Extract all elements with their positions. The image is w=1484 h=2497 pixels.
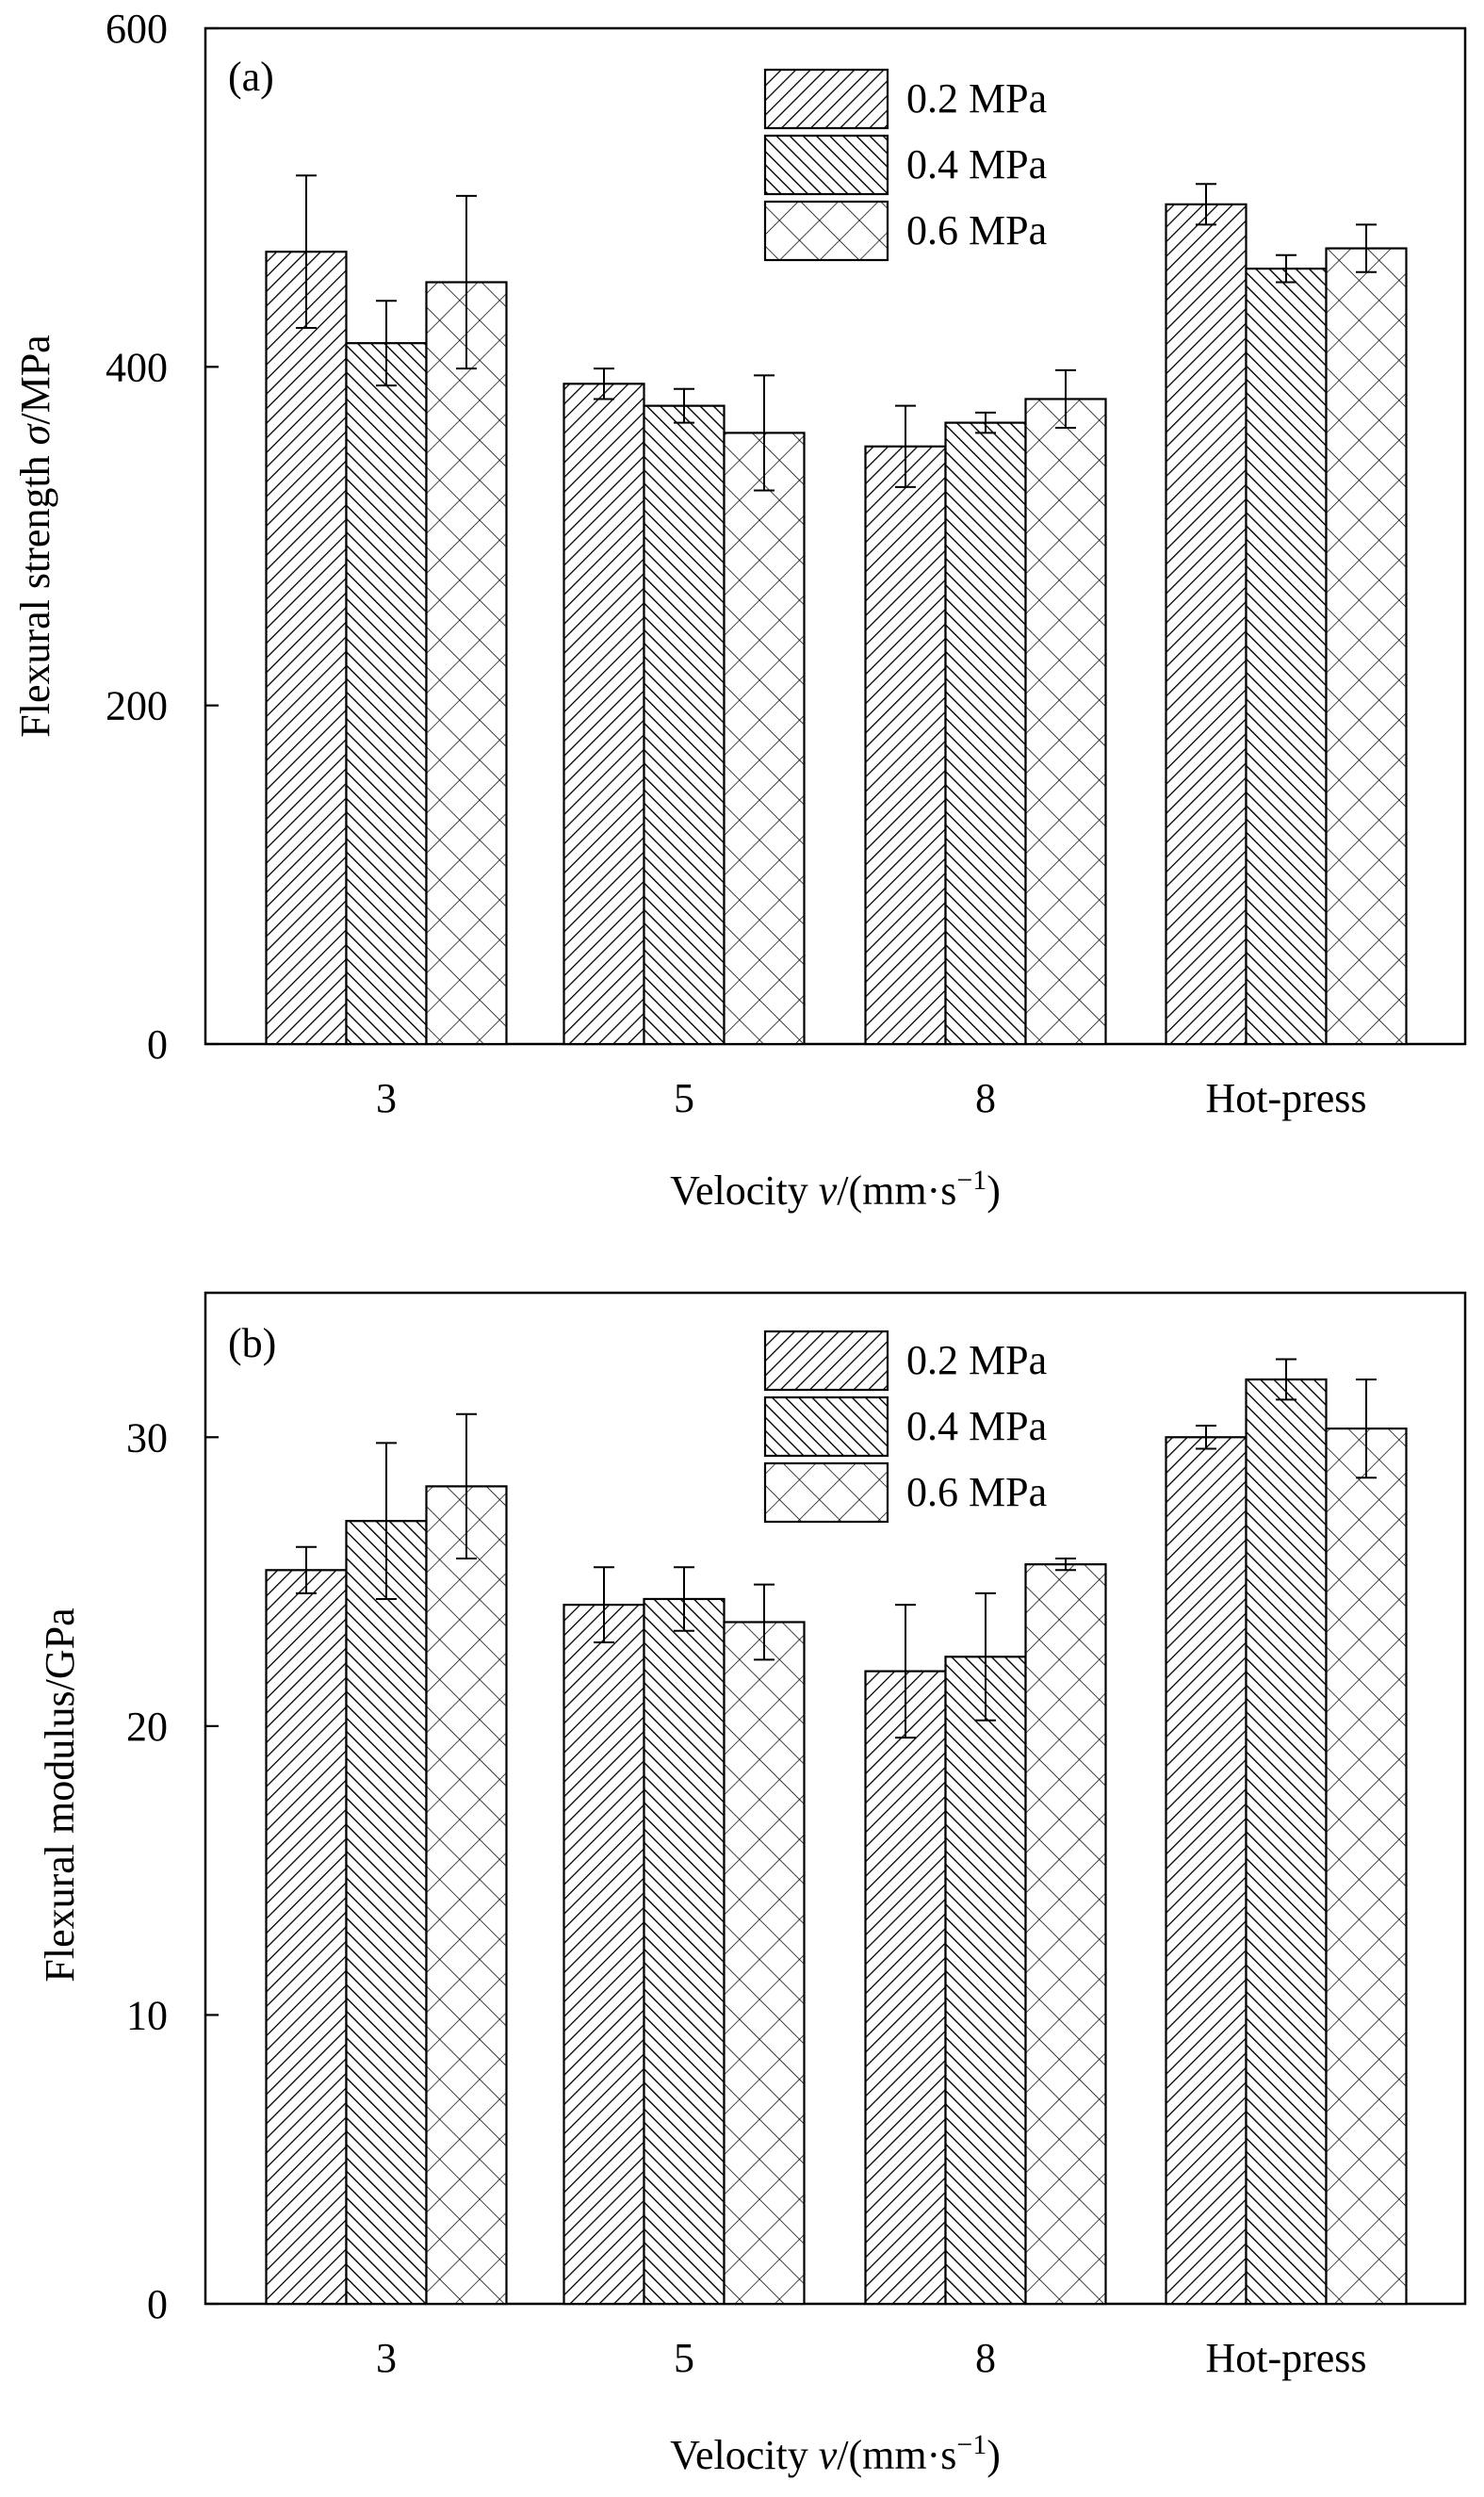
plot-frame xyxy=(204,1291,1467,2306)
bar-diag-left xyxy=(643,1597,726,2306)
bar-diag-left xyxy=(345,1520,428,2306)
x-tick-label: 5 xyxy=(674,2335,694,2381)
bar-diag-right xyxy=(265,251,348,1046)
bar-diag-right xyxy=(864,445,947,1046)
x-tick-label: 5 xyxy=(674,1075,694,1121)
bar-cross xyxy=(1024,398,1107,1046)
bar-diag-right xyxy=(1165,1436,1248,2306)
bar-cross xyxy=(425,281,508,1046)
y-tick-label: 30 xyxy=(126,1414,168,1461)
bar-cross xyxy=(425,1485,508,2306)
bar-cross xyxy=(1325,1427,1408,2306)
bar-cross xyxy=(723,1621,806,2306)
legend-label: 0.2 MPa xyxy=(906,1337,1047,1383)
x-axis-label: Velocity v/(mm·s−1) xyxy=(670,2429,1001,2478)
legend-label: 0.4 MPa xyxy=(906,1403,1047,1449)
legend-swatch xyxy=(763,1330,889,1392)
bar-diag-right xyxy=(563,383,645,1046)
bar-diag-right xyxy=(1165,203,1248,1046)
x-tick-label: Hot-press xyxy=(1205,1075,1366,1121)
y-tick-label: 20 xyxy=(126,1704,168,1750)
y-axis-label: Flexural modulus/GPa xyxy=(37,1608,83,1982)
x-axis-label: Velocity v/(mm·s−1) xyxy=(670,1165,1001,1214)
legend-swatch xyxy=(763,134,889,196)
legend: 0.2 MPa 0.4 MPa 0.6 MPa xyxy=(763,68,1047,262)
y-tick-label: 0 xyxy=(147,1021,168,1068)
x-tick-label: Hot-press xyxy=(1205,2335,1366,2381)
legend-swatch xyxy=(763,1395,889,1458)
legend: 0.2 MPa 0.4 MPa 0.6 MPa xyxy=(763,1330,1047,1524)
bar-diag-right xyxy=(563,1603,645,2306)
bar-diag-left xyxy=(944,1656,1027,2306)
bar-diag-left xyxy=(944,421,1027,1046)
bar-cross xyxy=(1325,247,1408,1046)
bar-cross xyxy=(723,432,806,1046)
y-axis-label: Flexural strength σ/MPa xyxy=(12,335,58,737)
bar-diag-left xyxy=(1245,268,1328,1046)
legend-swatch xyxy=(763,68,889,130)
bar-diag-right xyxy=(265,1569,348,2306)
panel-label: (b) xyxy=(228,1320,276,1366)
panel-label: (a) xyxy=(228,54,274,100)
legend-label: 0.6 MPa xyxy=(906,207,1047,253)
bar-diag-right xyxy=(864,1670,947,2306)
x-tick-label: 3 xyxy=(376,2335,397,2381)
x-tick-label: 3 xyxy=(376,1075,397,1121)
x-tick-label: 8 xyxy=(975,1075,996,1121)
legend-label: 0.4 MPa xyxy=(906,141,1047,188)
bar-diag-left xyxy=(1245,1378,1328,2306)
y-tick-label: 600 xyxy=(106,6,168,52)
x-tick-label: 8 xyxy=(975,2335,996,2381)
y-tick-label: 10 xyxy=(126,1992,168,2038)
legend-label: 0.2 MPa xyxy=(906,75,1047,122)
bar-diag-left xyxy=(345,342,428,1046)
plot-frame xyxy=(204,26,1467,1046)
y-tick-label: 0 xyxy=(147,2281,168,2327)
bar-diag-left xyxy=(643,404,726,1046)
chart-panel-b: 0 10 20 30 3 5 8 Hot-press (b) 0.2 MPa 0.4 MPa 0.6 … xyxy=(37,1291,1467,2478)
y-tick-label: 200 xyxy=(106,683,168,729)
bar-cross xyxy=(1024,1563,1107,2306)
legend-label: 0.6 MPa xyxy=(906,1469,1047,1515)
legend-swatch xyxy=(763,200,889,262)
y-tick-label: 400 xyxy=(106,344,168,390)
legend-swatch xyxy=(763,1461,889,1524)
